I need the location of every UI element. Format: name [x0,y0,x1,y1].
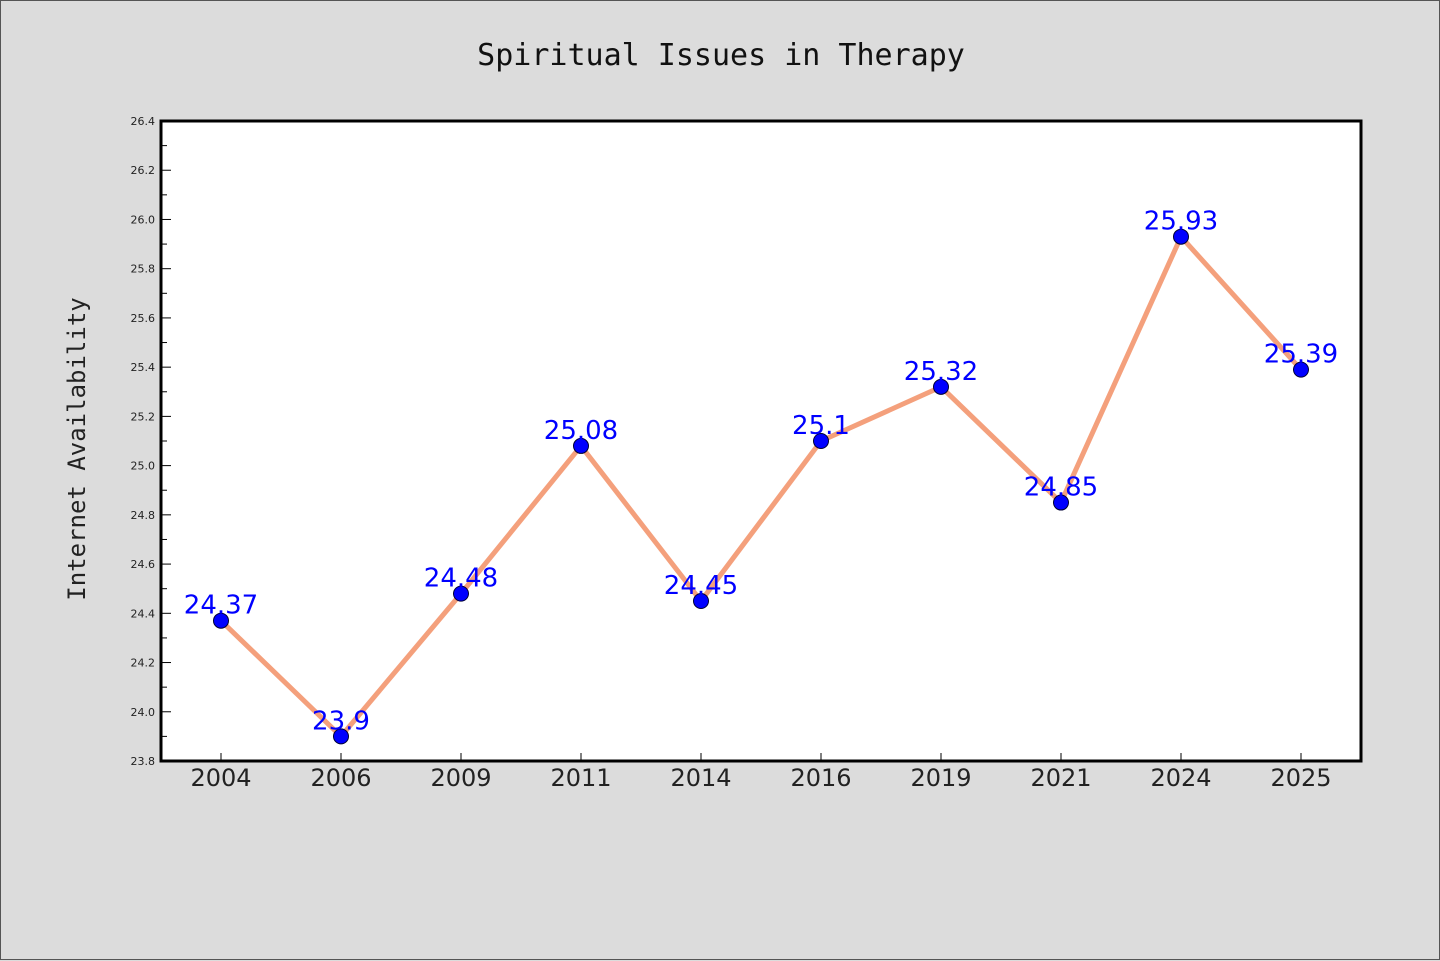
y-tick-label: 25.2 [131,410,156,423]
data-labels-group: 24.37 23.9 24.48 25.08 24.45 25.1 25.32 24.85 25… [184,207,1338,737]
y-tick-label: 25.6 [131,312,156,325]
y-tick-label: 24.0 [131,706,156,719]
data-point [933,378,949,395]
x-tick-label: 2009 [430,764,491,792]
y-tick-label: 24.8 [131,509,156,522]
y-tick-label: 25.4 [131,361,156,374]
x-tick-label: 2016 [790,764,851,792]
y-tick-label: 24.6 [131,558,156,571]
data-point [453,585,469,602]
series-line-group [218,234,1304,739]
y-axis-ticks: 23.8 24.0 24.2 24.4 24.6 24.8 25.0 25.2 25.4 25.6… [131,115,171,768]
data-label: 25.32 [904,357,978,387]
data-label: 23.9 [312,706,370,736]
x-tick-label: 2004 [190,764,251,792]
chart-title: Spiritual Issues in Therapy [477,38,965,73]
data-point [693,593,709,609]
y-tick-label: 25.8 [131,263,156,276]
y-axis-label: Internet Availability [63,297,91,600]
data-label: 24.45 [664,571,738,601]
data-point [573,437,589,454]
data-point [1293,361,1309,378]
y-tick-label: 24.2 [131,657,156,670]
data-label: 24.48 [424,564,498,594]
x-tick-label: 2019 [910,764,971,792]
y-tick-label: 23.8 [131,755,156,768]
data-label: 24.37 [184,591,258,621]
x-tick-label: 2014 [670,764,731,792]
y-tick-label: 25.0 [131,460,156,473]
data-point [333,728,349,745]
plot-area [159,119,1363,763]
series-line [218,234,1304,739]
data-label: 25.93 [1144,207,1218,237]
x-tick-label: 2021 [1030,764,1091,792]
x-tick-label: 2024 [1150,764,1211,792]
y-tick-label: 26.2 [131,164,156,177]
data-label: 25.08 [544,416,618,446]
data-point [1173,228,1189,245]
x-tick-label: 2006 [310,764,371,792]
data-point [813,433,829,449]
data-label: 25.39 [1264,340,1338,370]
x-tick-label: 2011 [550,764,611,792]
y-tick-label: 26.0 [131,213,156,226]
x-axis-ticks: 2004 2006 2009 2011 2014 2016 2019 2021 2024 2025 [190,753,1332,792]
data-point [1053,494,1069,511]
y-tick-label: 26.4 [131,115,156,128]
data-label: 25.1 [792,411,850,441]
x-tick-label: 2025 [1270,764,1331,792]
data-point [213,612,229,629]
data-label: 24.85 [1024,473,1098,503]
data-markers [213,228,1309,745]
y-tick-label: 24.4 [131,607,156,620]
